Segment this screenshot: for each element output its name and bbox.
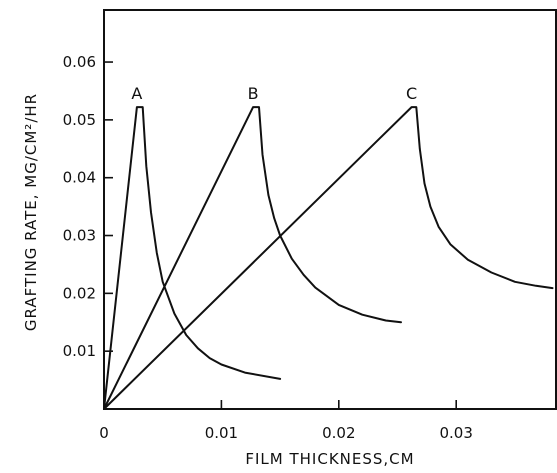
y-tick-label: 0.01 (63, 342, 96, 360)
series-line-c (103, 106, 554, 410)
x-tick-label: 0.01 (205, 424, 238, 442)
y-tick-label: 0.05 (63, 111, 96, 129)
series-labels: A B C (131, 84, 417, 103)
x-tick-label: 0.02 (322, 424, 355, 442)
plot-frame (103, 9, 557, 410)
x-axis-title: FILM THICKNESS,CM (245, 450, 414, 468)
y-axis-title: GRAFTING RATE, MG/CM²/HR (22, 93, 40, 331)
series-curves (103, 106, 554, 410)
x-tick-label: 0 (99, 424, 109, 442)
plot-area (103, 9, 557, 410)
series-label-b: B (248, 84, 259, 103)
y-tick-label: 0.06 (63, 53, 96, 71)
y-axis-ticks: 0.01 0.02 0.03 0.04 0.05 0.06 (63, 53, 113, 360)
x-tick-label: 0.03 (440, 424, 473, 442)
y-tick-label: 0.03 (63, 227, 96, 245)
series-label-c: C (406, 84, 417, 103)
series-label-a: A (131, 84, 142, 103)
x-axis-ticks: 0 0.01 0.02 0.03 (99, 400, 473, 442)
series-line-a (103, 106, 282, 410)
y-tick-label: 0.02 (63, 284, 96, 302)
y-tick-label: 0.04 (63, 169, 96, 187)
series-line-b (103, 106, 402, 410)
